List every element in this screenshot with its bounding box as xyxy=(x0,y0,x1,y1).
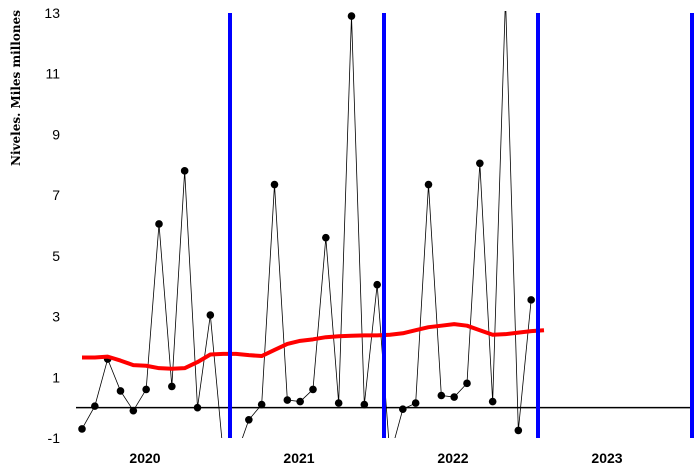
x-category-label: 2022 xyxy=(437,450,468,466)
y-axis-label: Niveles. Miles millones xyxy=(9,10,23,166)
x-axis-categories: 2020 2021 2022 2023 xyxy=(129,450,622,466)
y-tick-label: 7 xyxy=(52,187,60,203)
levels-point xyxy=(437,391,446,400)
levels-point xyxy=(283,396,292,404)
levels-point xyxy=(91,402,99,410)
levels-point xyxy=(527,296,535,304)
levels-point xyxy=(309,385,317,394)
levels-point xyxy=(334,399,343,407)
x-category-label: 2020 xyxy=(129,450,160,466)
x-category-label: 2021 xyxy=(283,450,314,466)
y-tick-label: 11 xyxy=(45,66,60,82)
levels-point xyxy=(129,406,138,415)
plot-area xyxy=(76,11,694,438)
levels-point xyxy=(116,387,125,395)
levels-point xyxy=(206,311,215,319)
levels-point xyxy=(360,400,369,409)
levels-point xyxy=(257,400,266,409)
levels-point xyxy=(476,159,484,168)
data-layer xyxy=(78,11,545,438)
levels-point xyxy=(450,393,458,401)
levels-point xyxy=(296,397,304,406)
y-tick-label: 13 xyxy=(44,5,60,21)
levels-point xyxy=(155,220,163,228)
levels-point xyxy=(142,385,150,394)
levels-point xyxy=(424,180,433,189)
levels-point xyxy=(463,379,471,388)
trend-series-line xyxy=(82,322,545,371)
levels-point xyxy=(373,280,381,289)
levels-point xyxy=(168,382,176,391)
levels-point xyxy=(270,180,279,189)
y-tick-label: 3 xyxy=(52,309,60,325)
y-tick-label: 1 xyxy=(52,369,60,385)
levels-point xyxy=(347,12,356,20)
y-tick-label: 5 xyxy=(52,248,60,264)
levels-point xyxy=(399,405,407,413)
levels-point xyxy=(488,397,497,406)
levels-point xyxy=(193,403,202,412)
levels-point xyxy=(180,167,189,175)
y-tick-label: -1 xyxy=(48,430,61,446)
levels-point xyxy=(322,233,330,242)
levels-point xyxy=(245,415,253,424)
levels-point xyxy=(514,426,523,435)
levels-point xyxy=(78,425,86,433)
levels-point xyxy=(411,399,420,407)
y-tick-label: 9 xyxy=(52,126,60,142)
x-category-label: 2023 xyxy=(591,450,622,466)
